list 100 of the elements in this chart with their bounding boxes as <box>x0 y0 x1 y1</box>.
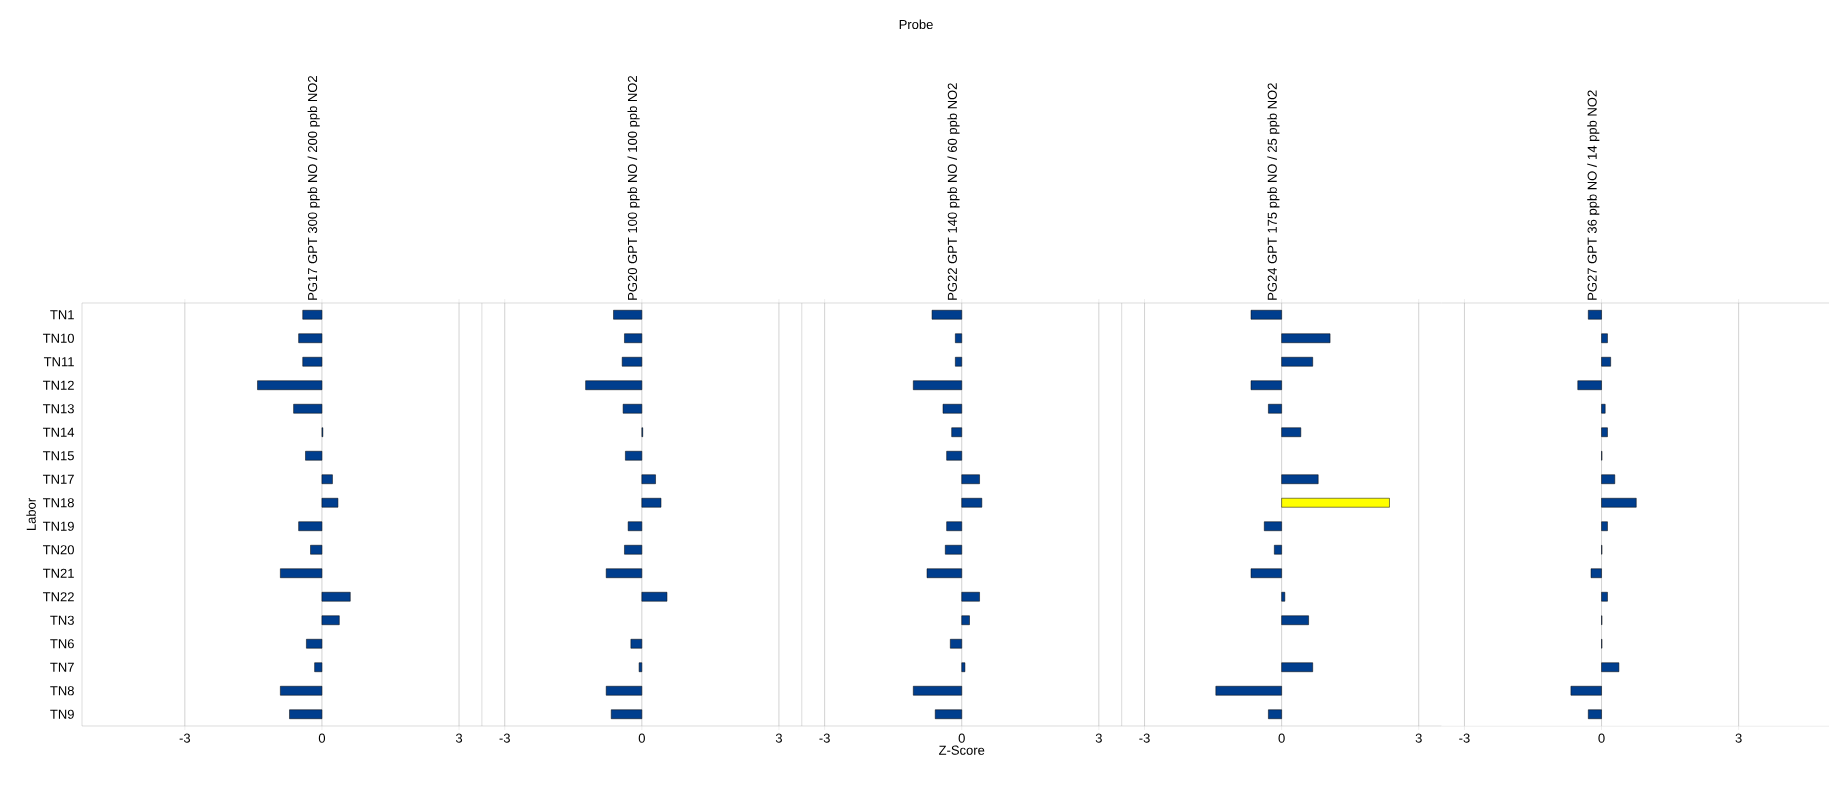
bar <box>1577 380 1602 390</box>
y-tick-label: TN11 <box>43 357 74 367</box>
bar <box>942 403 962 414</box>
bar <box>1601 356 1611 367</box>
bar <box>961 591 980 602</box>
bar <box>1601 474 1616 484</box>
bar <box>1601 427 1608 437</box>
bar <box>955 356 962 367</box>
x-tick-label: 3 <box>1735 733 1742 743</box>
bar <box>945 544 962 555</box>
y-tick-label: TN1 <box>50 310 74 320</box>
y-tick-label: TN17 <box>42 474 74 484</box>
bar <box>931 309 962 320</box>
bar <box>1281 497 1390 508</box>
x-tick-label: -3 <box>1459 733 1470 743</box>
bar <box>951 427 962 437</box>
y-tick-label: TN3 <box>50 615 74 625</box>
bar <box>321 497 339 508</box>
x-tick-label: 3 <box>455 733 463 743</box>
x-tick-label: 3 <box>1415 733 1422 743</box>
bar <box>1264 521 1282 531</box>
bar <box>1274 544 1282 555</box>
bar <box>630 638 643 649</box>
bar <box>1601 521 1608 531</box>
y-tick-label: TN19 <box>42 521 74 531</box>
bar <box>1281 356 1313 367</box>
bar <box>641 497 662 508</box>
bar <box>913 685 962 696</box>
bar <box>605 568 643 578</box>
y-tick-label: TN7 <box>50 662 74 672</box>
bar <box>934 709 962 719</box>
y-tick-label: TN9 <box>50 709 74 719</box>
x-tick-label: 0 <box>638 733 645 743</box>
chart-title: PG17 GPT 300 ppb NO / 200 ppb NO2 <box>307 76 320 300</box>
bar <box>321 615 340 625</box>
bar <box>257 380 323 390</box>
bar <box>1281 662 1313 672</box>
chart-title: PG27 GPT 36 ppb NO / 14 ppb NO2 <box>1587 90 1600 300</box>
bar <box>1281 333 1331 343</box>
bar <box>306 638 323 649</box>
chart-title: PG22 GPT 140 ppb NO / 60 ppb NO2 <box>947 83 960 300</box>
bar <box>280 568 323 578</box>
bar <box>1268 709 1282 719</box>
bar <box>321 474 333 484</box>
bar <box>1250 568 1282 578</box>
bar <box>961 474 980 484</box>
x-tick-label: -3 <box>1139 733 1150 743</box>
bar <box>1281 474 1319 484</box>
y-tick-label: TN6 <box>50 639 74 649</box>
bar <box>1588 309 1602 320</box>
bar <box>298 521 323 531</box>
bar <box>1250 380 1282 390</box>
bar <box>624 333 643 343</box>
x-axis-title: Z-Score <box>939 745 985 755</box>
bar <box>605 685 643 696</box>
bar <box>302 356 323 367</box>
bar <box>625 450 643 461</box>
bar <box>613 309 643 320</box>
bar <box>624 544 643 555</box>
bar <box>641 591 668 602</box>
bar <box>621 356 643 367</box>
x-tick-label: 3 <box>775 733 782 743</box>
bar <box>289 709 323 719</box>
y-tick-label: TN8 <box>50 686 74 696</box>
x-tick-label: -3 <box>819 733 830 743</box>
x-tick-label: -3 <box>499 733 510 743</box>
bar <box>321 591 351 602</box>
bar <box>961 615 970 625</box>
bar <box>961 662 966 672</box>
y-tick-label: TN20 <box>42 545 74 555</box>
bar <box>305 450 323 461</box>
chart-title: PG20 GPT 100 ppb NO / 100 ppb NO2 <box>627 76 640 300</box>
bar <box>302 309 323 320</box>
x-tick-label: -3 <box>179 733 191 743</box>
bar <box>298 333 323 343</box>
bar <box>961 497 983 508</box>
bar <box>1588 709 1602 719</box>
bar <box>950 638 962 649</box>
x-tick-label: 0 <box>1598 733 1605 743</box>
y-tick-label: TN10 <box>42 333 74 343</box>
chart-title: PG24 GPT 175 ppb NO / 25 ppb NO2 <box>1267 83 1280 300</box>
bar <box>1601 403 1606 414</box>
x-tick-label: 3 <box>1095 733 1102 743</box>
y-tick-label: TN15 <box>42 451 74 461</box>
y-tick-label: TN18 <box>42 498 74 508</box>
bar <box>1601 497 1637 508</box>
bar <box>1250 309 1282 320</box>
y-tick-label: TN12 <box>42 380 74 390</box>
bar <box>314 662 323 672</box>
y-tick-label: TN22 <box>42 592 74 602</box>
bar <box>1601 333 1608 343</box>
bar <box>955 333 962 343</box>
x-tick-label: 0 <box>318 733 326 743</box>
bar <box>1601 662 1620 672</box>
x-tick-label: 0 <box>1278 733 1285 743</box>
bar <box>627 521 643 531</box>
y-tick-label: TN14 <box>42 427 75 437</box>
bar <box>913 380 962 390</box>
bar <box>1601 591 1608 602</box>
y-axis-title: Labor <box>26 498 36 531</box>
